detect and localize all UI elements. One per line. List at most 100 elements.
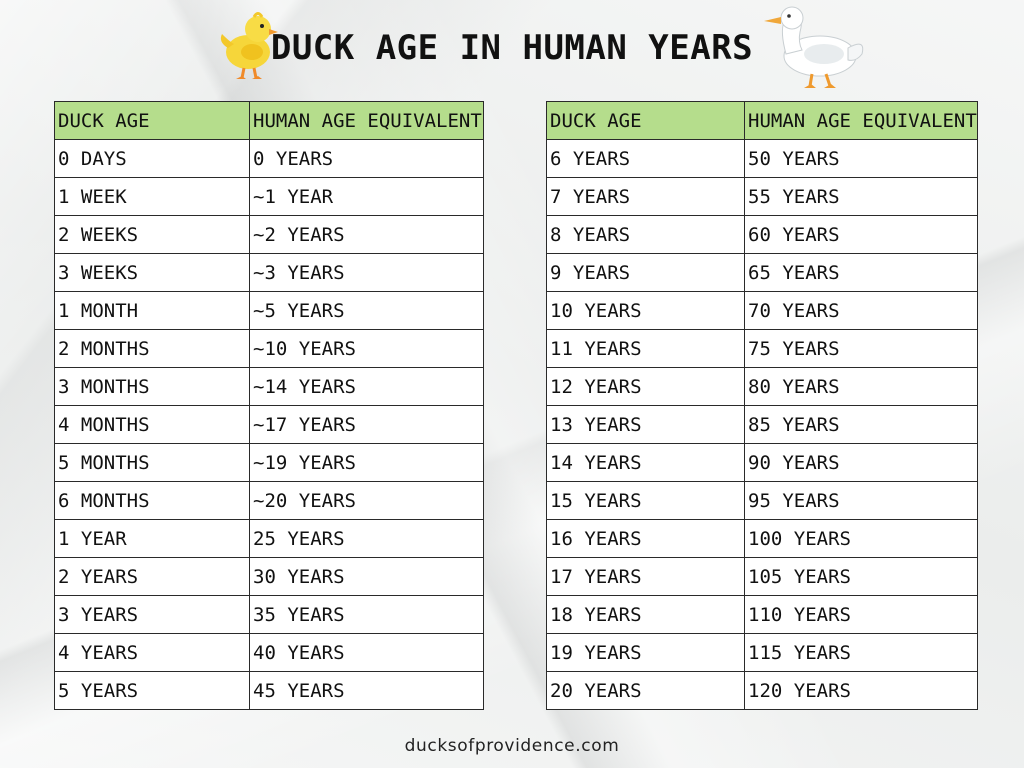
- cell-duck-age: 3 YEARS: [54, 595, 250, 634]
- table-row: 1 MONTH ~5 YEARS: [54, 291, 484, 330]
- cell-duck-age: 2 YEARS: [54, 557, 250, 596]
- cell-human-age: 75 YEARS: [744, 329, 978, 368]
- cell-duck-age: 4 MONTHS: [54, 405, 250, 444]
- cell-human-age: 35 YEARS: [249, 595, 484, 634]
- table-row: 16 YEARS 100 YEARS: [546, 519, 978, 558]
- cell-human-age: 85 YEARS: [744, 405, 978, 444]
- age-table-right: DUCK AGE HUMAN AGE EQUIVALENT 6 YEARS 50 …: [546, 101, 978, 710]
- table-row: 3 MONTHS ~14 YEARS: [54, 367, 484, 406]
- cell-duck-age: 1 MONTH: [54, 291, 250, 330]
- age-table-left: DUCK AGE HUMAN AGE EQUIVALENT 0 DAYS 0 YE…: [54, 101, 484, 710]
- table-row: 10 YEARS 70 YEARS: [546, 291, 978, 330]
- cell-duck-age: 3 MONTHS: [54, 367, 250, 406]
- cell-human-age: ~19 YEARS: [249, 443, 484, 482]
- table-row: 15 YEARS 95 YEARS: [546, 481, 978, 520]
- cell-human-age: 60 YEARS: [744, 215, 978, 254]
- table-row: 12 YEARS 80 YEARS: [546, 367, 978, 406]
- table-row: 9 YEARS 65 YEARS: [546, 253, 978, 292]
- cell-human-age: ~5 YEARS: [249, 291, 484, 330]
- column-header-human-age: HUMAN AGE EQUIVALENT: [744, 101, 978, 140]
- cell-duck-age: 1 WEEK: [54, 177, 250, 216]
- table-row: 3 YEARS 35 YEARS: [54, 595, 484, 634]
- table-row: 20 YEARS 120 YEARS: [546, 671, 978, 710]
- cell-human-age: ~14 YEARS: [249, 367, 484, 406]
- cell-human-age: 115 YEARS: [744, 633, 978, 672]
- cell-human-age: ~3 YEARS: [249, 253, 484, 292]
- cell-duck-age: 8 YEARS: [546, 215, 745, 254]
- table-header-row: DUCK AGE HUMAN AGE EQUIVALENT: [54, 101, 484, 140]
- cell-human-age: ~1 YEAR: [249, 177, 484, 216]
- cell-duck-age: 1 YEAR: [54, 519, 250, 558]
- cell-duck-age: 9 YEARS: [546, 253, 745, 292]
- table-row: 8 YEARS 60 YEARS: [546, 215, 978, 254]
- cell-human-age: 105 YEARS: [744, 557, 978, 596]
- table-row: 19 YEARS 115 YEARS: [546, 633, 978, 672]
- cell-human-age: 100 YEARS: [744, 519, 978, 558]
- cell-duck-age: 6 MONTHS: [54, 481, 250, 520]
- cell-human-age: 90 YEARS: [744, 443, 978, 482]
- table-row: 14 YEARS 90 YEARS: [546, 443, 978, 482]
- table-row: 6 MONTHS ~20 YEARS: [54, 481, 484, 520]
- white-duck-icon: [764, 6, 864, 88]
- table-row: 18 YEARS 110 YEARS: [546, 595, 978, 634]
- cell-duck-age: 20 YEARS: [546, 671, 745, 710]
- cell-duck-age: 2 MONTHS: [54, 329, 250, 368]
- table-header-row: DUCK AGE HUMAN AGE EQUIVALENT: [546, 101, 978, 140]
- cell-duck-age: 14 YEARS: [546, 443, 745, 482]
- cell-duck-age: 10 YEARS: [546, 291, 745, 330]
- cell-human-age: 95 YEARS: [744, 481, 978, 520]
- table-row: 5 YEARS 45 YEARS: [54, 671, 484, 710]
- cell-duck-age: 15 YEARS: [546, 481, 745, 520]
- cell-human-age: 120 YEARS: [744, 671, 978, 710]
- table-row: 11 YEARS 75 YEARS: [546, 329, 978, 368]
- table-row: 2 YEARS 30 YEARS: [54, 557, 484, 596]
- website-footer: ducksofprovidence.com: [404, 736, 620, 756]
- cell-human-age: 25 YEARS: [249, 519, 484, 558]
- cell-duck-age: 7 YEARS: [546, 177, 745, 216]
- cell-human-age: 80 YEARS: [744, 367, 978, 406]
- cell-duck-age: 13 YEARS: [546, 405, 745, 444]
- table-row: 7 YEARS 55 YEARS: [546, 177, 978, 216]
- table-row: 5 MONTHS ~19 YEARS: [54, 443, 484, 482]
- cell-human-age: ~17 YEARS: [249, 405, 484, 444]
- cell-human-age: ~2 YEARS: [249, 215, 484, 254]
- column-header-duck-age: DUCK AGE: [546, 101, 745, 140]
- column-header-human-age: HUMAN AGE EQUIVALENT: [249, 101, 484, 140]
- cell-duck-age: 16 YEARS: [546, 519, 745, 558]
- cell-duck-age: 2 WEEKS: [54, 215, 250, 254]
- table-row: 1 WEEK ~1 YEAR: [54, 177, 484, 216]
- cell-human-age: ~10 YEARS: [249, 329, 484, 368]
- cell-duck-age: 17 YEARS: [546, 557, 745, 596]
- table-row: 2 MONTHS ~10 YEARS: [54, 329, 484, 368]
- table-row: 13 YEARS 85 YEARS: [546, 405, 978, 444]
- cell-duck-age: 4 YEARS: [54, 633, 250, 672]
- cell-duck-age: 0 DAYS: [54, 139, 250, 178]
- cell-duck-age: 6 YEARS: [546, 139, 745, 178]
- cell-duck-age: 3 WEEKS: [54, 253, 250, 292]
- table-row: 17 YEARS 105 YEARS: [546, 557, 978, 596]
- cell-human-age: 45 YEARS: [249, 671, 484, 710]
- table-row: 4 YEARS 40 YEARS: [54, 633, 484, 672]
- cell-human-age: 55 YEARS: [744, 177, 978, 216]
- cell-human-age: 50 YEARS: [744, 139, 978, 178]
- table-row: 4 MONTHS ~17 YEARS: [54, 405, 484, 444]
- cell-duck-age: 12 YEARS: [546, 367, 745, 406]
- table-row: 3 WEEKS ~3 YEARS: [54, 253, 484, 292]
- cell-duck-age: 5 MONTHS: [54, 443, 250, 482]
- cell-duck-age: 18 YEARS: [546, 595, 745, 634]
- cell-duck-age: 11 YEARS: [546, 329, 745, 368]
- cell-human-age: 0 YEARS: [249, 139, 484, 178]
- duckling-icon: [220, 12, 278, 79]
- cell-human-age: 40 YEARS: [249, 633, 484, 672]
- cell-duck-age: 5 YEARS: [54, 671, 250, 710]
- table-row: 0 DAYS 0 YEARS: [54, 139, 484, 178]
- page-title: DUCK AGE IN HUMAN YEARS: [270, 28, 754, 68]
- column-header-duck-age: DUCK AGE: [54, 101, 250, 140]
- cell-human-age: 70 YEARS: [744, 291, 978, 330]
- cell-human-age: 30 YEARS: [249, 557, 484, 596]
- table-row: 6 YEARS 50 YEARS: [546, 139, 978, 178]
- cell-duck-age: 19 YEARS: [546, 633, 745, 672]
- cell-human-age: 65 YEARS: [744, 253, 978, 292]
- table-row: 1 YEAR 25 YEARS: [54, 519, 484, 558]
- table-row: 2 WEEKS ~2 YEARS: [54, 215, 484, 254]
